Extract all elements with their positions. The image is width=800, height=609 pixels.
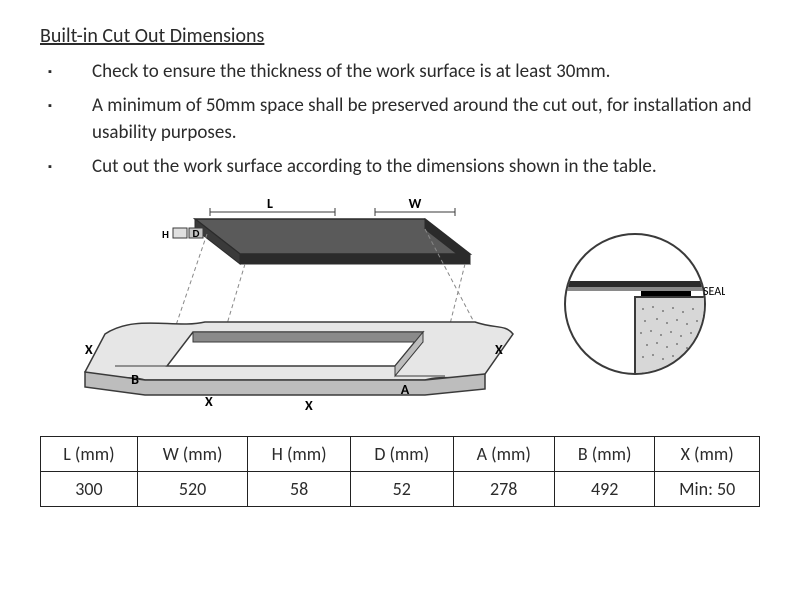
diagram-container: L W H D B [40,194,760,414]
label-X: X [495,341,503,358]
table-cell: 52 [351,472,454,507]
bullet-list: Check to ensure the thickness of the wor… [40,58,760,180]
table-cell: 58 [248,472,351,507]
list-item: Check to ensure the thickness of the wor… [40,58,760,86]
col-header: A (mm) [453,437,554,472]
section-heading: Built-in Cut Out Dimensions [40,24,760,48]
col-header: H (mm) [248,437,351,472]
table-cell: 492 [554,472,654,507]
label-A: A [401,381,410,398]
label-D: D [193,227,200,240]
list-item: A minimum of 50mm space shall be preserv… [40,92,760,147]
table-cell: 278 [453,472,554,507]
label-X: X [305,397,313,414]
label-L: L [267,195,273,212]
dimensions-table: L (mm) W (mm) H (mm) D (mm) A (mm) B (mm… [40,436,760,507]
col-header: B (mm) [554,437,654,472]
table-cell: 300 [41,472,138,507]
list-item: Cut out the work surface according to th… [40,153,760,181]
col-header: X (mm) [655,437,760,472]
label-X: X [85,341,93,358]
table-cell: Min: 50 [655,472,760,507]
table-row: L (mm) W (mm) H (mm) D (mm) A (mm) B (mm… [41,437,760,472]
label-B: B [131,371,139,388]
seal-detail-icon: SEAL [555,219,725,389]
label-W: W [409,195,422,212]
label-H: H [162,228,169,241]
cutout-diagram-icon: L W H D B [75,194,515,414]
col-header: D (mm) [351,437,454,472]
table-row: 300 520 58 52 278 492 Min: 50 [41,472,760,507]
col-header: W (mm) [137,437,247,472]
table-cell: 520 [137,472,247,507]
label-X: X [205,393,213,410]
col-header: L (mm) [41,437,138,472]
seal-label: SEAL [703,285,725,299]
